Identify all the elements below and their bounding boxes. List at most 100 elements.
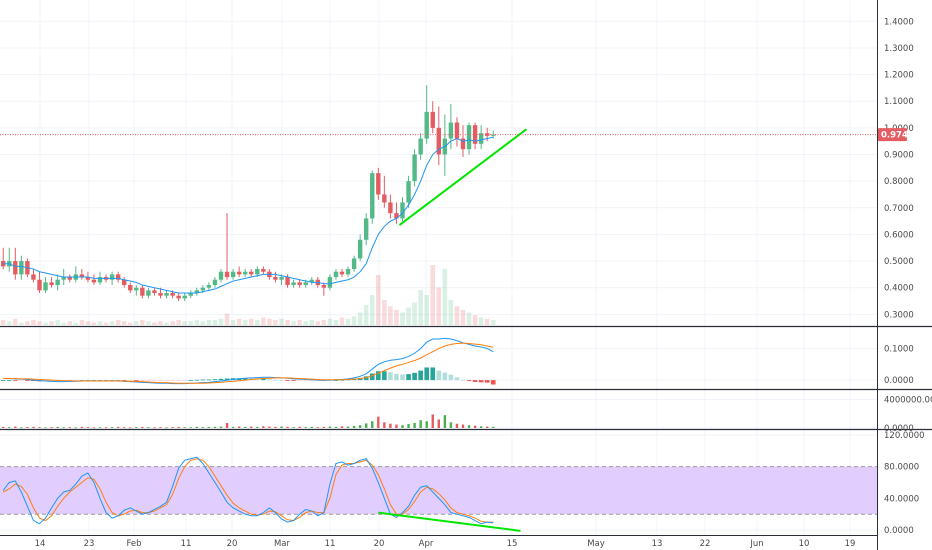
macd-histogram-bar (200, 379, 206, 381)
candle-body (19, 261, 24, 275)
volume-indicator-bar (492, 426, 495, 428)
volume-indicator-bar (68, 427, 71, 429)
candle-body (285, 277, 290, 286)
macd-histogram-bar (400, 374, 405, 381)
macd-histogram-bar (212, 379, 218, 381)
macd-histogram-bar (478, 380, 484, 383)
macd-histogram-bar (412, 372, 417, 381)
volume-indicator-bar (244, 426, 247, 428)
volume-bar (103, 322, 109, 325)
volume-bar (200, 321, 206, 325)
volume-indicator-bar (44, 427, 47, 429)
volume-indicator-bar (183, 427, 186, 429)
stochastic-tick-label: 80.0000 (884, 463, 919, 473)
candle-body (261, 269, 266, 272)
macd-histogram-bar (460, 379, 466, 381)
candle-body (176, 295, 181, 299)
time-tick-label: 23 (84, 539, 95, 549)
volume-bar (236, 318, 242, 325)
candle-body (448, 122, 454, 139)
candle-body (170, 293, 175, 296)
volume-indicator-bar (419, 420, 422, 428)
macd-histogram-bar (152, 380, 157, 381)
candle-body (424, 111, 429, 139)
macd-histogram-bar (6, 380, 12, 381)
volume-bar (164, 322, 169, 325)
candle-body (436, 127, 441, 155)
volume-indicator-bar (407, 424, 410, 428)
macd-pane[interactable] (0, 337, 496, 385)
volume-indicator-bar (153, 427, 156, 429)
price-pane[interactable] (0, 85, 877, 325)
macd-histogram-bar (109, 380, 115, 381)
volume-bar (170, 321, 175, 325)
macd-histogram-bar (224, 378, 230, 381)
volume-bar (376, 275, 381, 325)
macd-histogram-bar (79, 380, 85, 381)
macd-histogram-bar (454, 377, 460, 381)
volume-indicator-bar (292, 427, 295, 428)
volume-bar (61, 322, 66, 325)
time-tick-label: 13 (652, 539, 663, 549)
volume-bar (357, 312, 363, 325)
volume-bar (67, 321, 73, 325)
time-tick-label: Mar (274, 539, 291, 549)
stochastic-tick-label: 0.0000 (884, 526, 914, 536)
volume-indicator-bar (171, 427, 174, 428)
candle-body (230, 271, 236, 278)
candle-body (140, 287, 145, 296)
candle-body (255, 269, 260, 275)
candle-body (218, 271, 224, 280)
price-tick-label: 0.3000 (884, 310, 914, 320)
volume-indicator-bar (371, 421, 374, 428)
volume-bar (273, 320, 278, 325)
volume-bar (152, 322, 157, 325)
volume-indicator-bar (467, 425, 471, 428)
volume-bar (424, 295, 429, 325)
volume-tick-label: 0.0000 (884, 424, 914, 434)
macd-histogram-bar (19, 380, 24, 381)
volume-bar (91, 322, 97, 325)
volume-indicator-bar (358, 425, 362, 428)
macd-histogram-bar (242, 378, 248, 381)
macd-histogram-bar (297, 380, 302, 381)
volume-bar (490, 320, 496, 325)
volume-bar (309, 320, 315, 325)
volume-indicator-bar (14, 426, 17, 428)
macd-histogram-bar (424, 367, 429, 381)
volume-indicator-bar (116, 426, 120, 428)
macd-histogram-bar (490, 380, 496, 385)
candle-body (212, 279, 218, 286)
volume-indicator-bar (231, 426, 235, 428)
volume-indicator-bar (74, 427, 77, 429)
volume-indicator-bar (237, 426, 241, 428)
volume-indicator-bar (334, 426, 338, 428)
volume-bar (73, 322, 79, 325)
candle-body (243, 271, 248, 275)
time-axis[interactable]: 14 23 Feb 11 20 Mar 11 20 Apr 15 May 13 22 Jun 10 19 (35, 539, 856, 549)
volume-bar (19, 322, 24, 325)
volume-pane[interactable] (2, 414, 495, 429)
volume-bar (85, 321, 91, 325)
macd-histogram-bar (267, 379, 272, 381)
candle-body (273, 277, 278, 280)
stochastic-d-line (2, 458, 494, 523)
stochastic-band (0, 466, 877, 515)
volume-indicator-bar (147, 427, 150, 428)
volume-indicator-bar (8, 427, 11, 428)
volume-bar (297, 320, 302, 325)
volume-bar (472, 315, 478, 325)
volume-bar (363, 305, 369, 325)
volume-indicator-bar (340, 426, 344, 428)
volume-indicator-bar (177, 426, 180, 428)
volume-bar (248, 318, 254, 325)
candle-body (224, 271, 230, 278)
macd-histogram-bar (472, 380, 478, 382)
volume-overlay (0, 265, 496, 325)
volume-indicator-bar (250, 426, 253, 428)
price-axes[interactable]: 1.40001.30001.20001.10001.00000.90000.80… (884, 17, 932, 536)
price-tick-label: 0.7000 (884, 204, 914, 214)
stochastic-pane[interactable] (0, 456, 877, 532)
